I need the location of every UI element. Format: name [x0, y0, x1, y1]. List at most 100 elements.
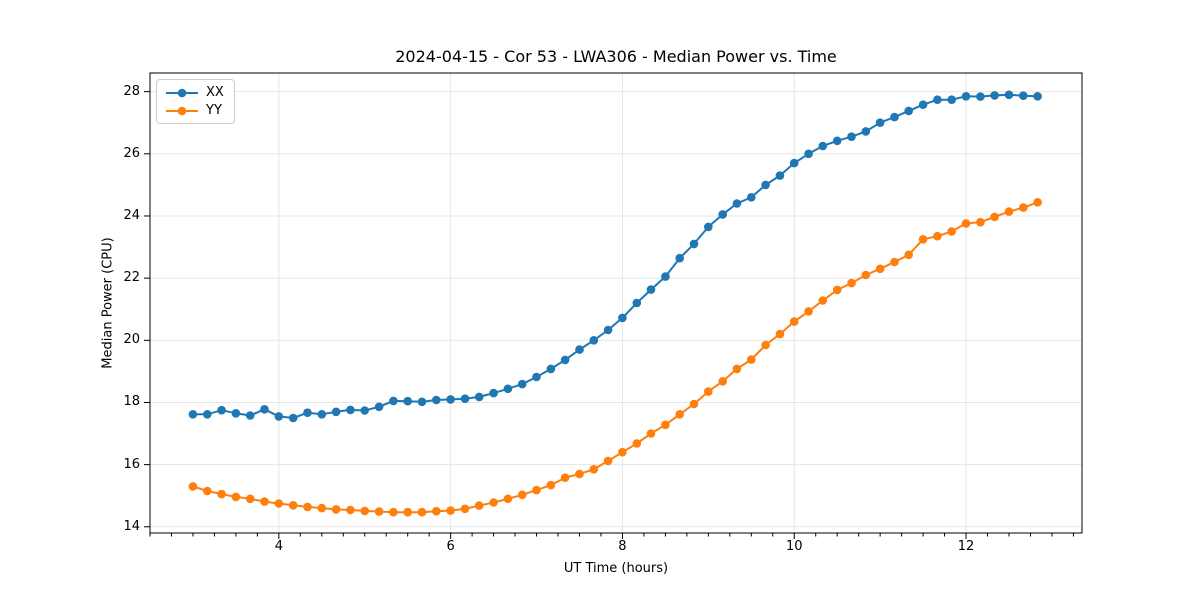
data-point-XX [1019, 91, 1028, 100]
series-line-YY [191, 201, 1039, 514]
data-point-YY [589, 465, 599, 474]
data-point-YY [689, 399, 699, 409]
data-point-XX [474, 392, 484, 402]
data-point-XX [317, 410, 327, 419]
data-point-YY [661, 420, 670, 430]
data-point-YY [704, 387, 713, 396]
data-point-YY [317, 503, 327, 513]
data-point-YY [260, 497, 269, 506]
data-point-YY [203, 486, 212, 496]
data-point-YY [517, 490, 527, 500]
data-point-YY [761, 340, 770, 350]
data-point-XX [603, 325, 613, 335]
data-point-XX [360, 406, 370, 415]
data-point-YY [1004, 207, 1014, 216]
data-point-XX [1033, 92, 1042, 101]
y-tick-label: 26 [123, 145, 140, 161]
data-point-YY [947, 227, 956, 236]
x-tick-label: 12 [957, 539, 975, 554]
data-point-YY [904, 250, 913, 260]
legend-line-marker-icon [166, 106, 198, 115]
legend-label: XX [206, 85, 224, 100]
data-point-XX [231, 409, 241, 418]
y-tick-label: 28 [123, 83, 140, 99]
data-point-XX [661, 272, 670, 281]
data-point-XX [546, 364, 556, 374]
data-point-YY [346, 505, 355, 515]
data-point-XX [747, 193, 756, 202]
data-point-YY [188, 482, 198, 491]
y-tick-label: 22 [123, 269, 140, 285]
data-point-XX [890, 112, 899, 122]
plot-border [149, 72, 1083, 534]
data-point-XX [646, 285, 656, 294]
data-point-XX [947, 95, 956, 104]
data-point-YY [546, 480, 556, 490]
data-point-XX [804, 149, 813, 159]
data-point-XX [188, 410, 198, 419]
y-tick-label: 16 [123, 456, 140, 472]
y-tick-label: 18 [123, 394, 140, 410]
data-point-YY [274, 499, 284, 508]
data-point-YY [231, 492, 241, 502]
y-axis-label: Median Power (CPU) [100, 237, 116, 369]
y-tick-label: 14 [123, 518, 140, 534]
data-point-XX [918, 100, 928, 109]
data-point-YY [875, 264, 885, 274]
data-point-YY [918, 235, 928, 244]
data-point-YY [646, 429, 656, 438]
x-tick-label: 10 [785, 539, 803, 554]
data-point-YY [804, 307, 813, 316]
data-point-YY [503, 494, 513, 504]
data-point-YY [1019, 203, 1028, 212]
x-tick-label: 6 [446, 539, 455, 554]
data-point-YY [360, 506, 370, 516]
data-point-XX [245, 411, 255, 420]
data-point-XX [446, 395, 455, 404]
data-point-YY [832, 285, 842, 295]
data-point-XX [933, 95, 942, 104]
data-point-YY [374, 507, 384, 516]
legend-item-YY: YY [165, 103, 224, 118]
data-point-YY [747, 355, 756, 364]
data-point-XX [303, 408, 312, 418]
data-point-XX [389, 396, 398, 406]
y-tick-label: 20 [123, 332, 140, 348]
data-point-XX [432, 395, 441, 405]
data-point-XX [818, 141, 828, 151]
data-point-YY [818, 296, 828, 305]
data-point-YY [288, 501, 298, 510]
legend: XX YY [156, 79, 235, 124]
data-point-YY [532, 485, 541, 495]
data-point-XX [689, 239, 699, 249]
data-point-XX [575, 345, 584, 354]
data-point-XX [274, 412, 284, 421]
data-point-YY [331, 505, 341, 514]
legend-item-XX: XX [165, 85, 224, 100]
data-point-XX [961, 92, 971, 101]
data-point-XX [861, 127, 871, 136]
data-point-YY [603, 456, 613, 466]
data-point-XX [331, 407, 341, 417]
data-point-XX [517, 379, 527, 389]
data-point-YY [403, 507, 413, 517]
data-point-YY [976, 217, 985, 227]
x-axis-label: UT Time (hours) [563, 561, 669, 576]
data-point-YY [446, 506, 455, 515]
data-point-XX [732, 199, 742, 208]
data-point-XX [532, 372, 541, 382]
data-point-YY [460, 504, 470, 514]
data-point-YY [632, 439, 642, 448]
data-point-YY [474, 501, 484, 510]
data-point-YY [732, 364, 742, 374]
data-point-YY [575, 469, 584, 479]
data-point-YY [961, 219, 971, 228]
data-point-XX [403, 396, 413, 406]
data-point-XX [1004, 90, 1014, 100]
x-tick-label: 8 [618, 539, 627, 554]
data-point-XX [417, 397, 427, 407]
data-point-XX [217, 405, 226, 415]
data-point-YY [789, 317, 799, 326]
data-point-XX [718, 210, 727, 219]
data-point-XX [503, 384, 513, 394]
